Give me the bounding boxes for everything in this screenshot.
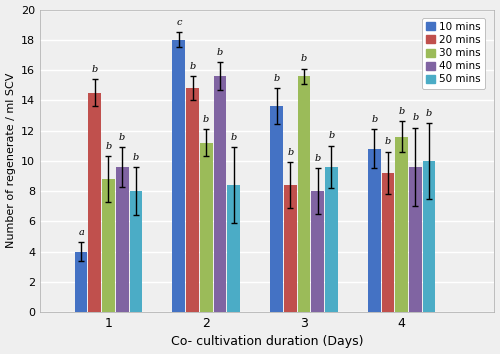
Bar xyxy=(311,191,324,312)
Text: b: b xyxy=(230,133,236,142)
Text: b: b xyxy=(328,131,334,141)
Bar xyxy=(214,76,226,312)
Text: c: c xyxy=(176,18,182,27)
Text: b: b xyxy=(119,133,126,142)
Text: b: b xyxy=(287,148,294,157)
Bar xyxy=(422,161,436,312)
Text: a: a xyxy=(78,228,84,237)
Bar xyxy=(102,179,115,312)
Bar xyxy=(227,185,240,312)
Text: b: b xyxy=(398,107,404,116)
Bar xyxy=(409,167,422,312)
Text: b: b xyxy=(314,154,320,163)
Bar xyxy=(186,88,199,312)
Bar xyxy=(116,167,128,312)
Bar xyxy=(382,173,394,312)
Bar xyxy=(75,252,88,312)
Text: b: b xyxy=(301,54,307,63)
Bar xyxy=(396,137,408,312)
Text: b: b xyxy=(132,153,139,161)
Text: b: b xyxy=(190,62,196,71)
Bar xyxy=(325,167,338,312)
Text: b: b xyxy=(106,142,112,151)
Bar xyxy=(200,143,212,312)
Text: b: b xyxy=(385,137,391,147)
Text: b: b xyxy=(274,74,280,83)
Legend: 10 mins, 20 mins, 30 mins, 40 mins, 50 mins: 10 mins, 20 mins, 30 mins, 40 mins, 50 m… xyxy=(422,18,484,88)
Text: b: b xyxy=(92,65,98,74)
X-axis label: Co- cultivation duration (Days): Co- cultivation duration (Days) xyxy=(171,336,364,348)
Bar xyxy=(130,191,142,312)
Bar xyxy=(368,149,380,312)
Text: b: b xyxy=(217,48,223,57)
Bar xyxy=(172,40,185,312)
Bar xyxy=(298,76,310,312)
Bar xyxy=(284,185,296,312)
Bar xyxy=(270,106,283,312)
Y-axis label: Number of regenerate / ml SCV: Number of regenerate / ml SCV xyxy=(6,73,16,249)
Bar xyxy=(88,93,101,312)
Text: b: b xyxy=(426,109,432,118)
Text: b: b xyxy=(203,115,209,124)
Text: b: b xyxy=(371,115,378,124)
Text: b: b xyxy=(412,113,418,122)
